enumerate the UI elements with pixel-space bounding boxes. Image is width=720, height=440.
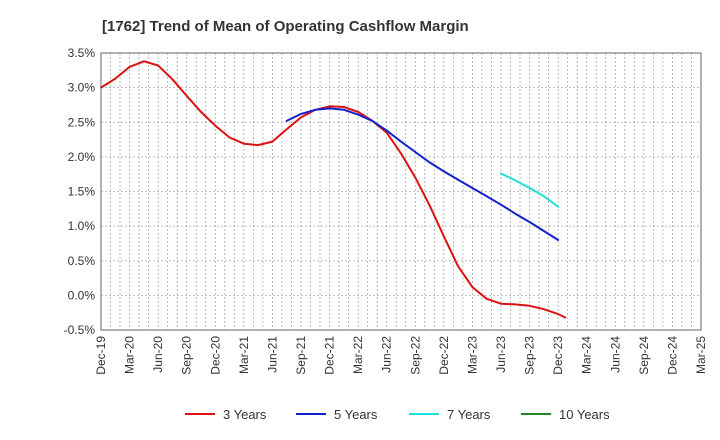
y-tick-label: 1.0% — [68, 219, 96, 233]
legend: 3 Years 5 Years 7 Years 10 Years — [185, 407, 610, 422]
plot-area-frame — [100, 52, 702, 331]
legend-label: 10 Years — [559, 407, 610, 422]
x-tick-label: Dec-24 — [665, 336, 679, 375]
x-tick-label: Sep-21 — [294, 336, 308, 375]
y-tick-label: 0.0% — [68, 288, 96, 302]
x-tick-label: Mar-25 — [694, 336, 708, 374]
x-tick-label: Dec-20 — [208, 336, 222, 375]
legend-label: 3 Years — [223, 407, 267, 422]
y-axis-ticks: 3.5% 3.0% 2.5% 2.0% 1.5% 1.0% 0.5% 0.0% -0.5% — [64, 46, 96, 337]
grid — [101, 52, 701, 331]
y-tick-label: 0.5% — [68, 254, 96, 268]
series-line-5-years — [285, 107, 560, 241]
y-tick-label: 2.0% — [68, 150, 96, 164]
x-tick-label: Sep-23 — [523, 336, 537, 375]
x-tick-label: Jun-22 — [380, 336, 394, 373]
x-tick-label: Dec-19 — [94, 336, 108, 375]
x-tick-label: Jun-24 — [608, 336, 622, 373]
y-tick-label: 3.0% — [68, 81, 96, 95]
series-line-3-years — [100, 60, 567, 319]
legend-label: 5 Years — [334, 407, 378, 422]
y-tick-label: 3.5% — [68, 46, 96, 60]
chart-title: [1762] Trend of Mean of Operating Cashfl… — [102, 18, 469, 35]
x-tick-label: Mar-20 — [123, 336, 137, 374]
x-tick-label: Mar-21 — [237, 336, 251, 374]
x-tick-label: Sep-22 — [408, 336, 422, 375]
x-tick-label: Jun-20 — [151, 336, 165, 373]
x-tick-label: Sep-20 — [180, 336, 194, 375]
legend-label: 7 Years — [447, 407, 491, 422]
x-tick-label: Jun-21 — [265, 336, 279, 373]
y-tick-label: 2.5% — [68, 115, 96, 129]
series-lines — [100, 60, 567, 319]
x-tick-label: Mar-22 — [351, 336, 365, 374]
y-tick-label: -0.5% — [64, 323, 96, 337]
y-tick-label: 1.5% — [68, 185, 96, 199]
x-tick-label: Mar-23 — [465, 336, 479, 374]
x-tick-label: Jun-23 — [494, 336, 508, 373]
x-tick-label: Mar-24 — [580, 336, 594, 374]
x-tick-label: Dec-21 — [323, 336, 337, 375]
x-tick-label: Dec-22 — [437, 336, 451, 375]
x-tick-label: Sep-24 — [637, 336, 651, 375]
series-line-7-years — [500, 172, 560, 208]
x-tick-label: Dec-23 — [551, 336, 565, 375]
x-axis-ticks: Dec-19 Mar-20 Jun-20 Sep-20 Dec-20 Mar-21 Jun-… — [94, 336, 708, 375]
